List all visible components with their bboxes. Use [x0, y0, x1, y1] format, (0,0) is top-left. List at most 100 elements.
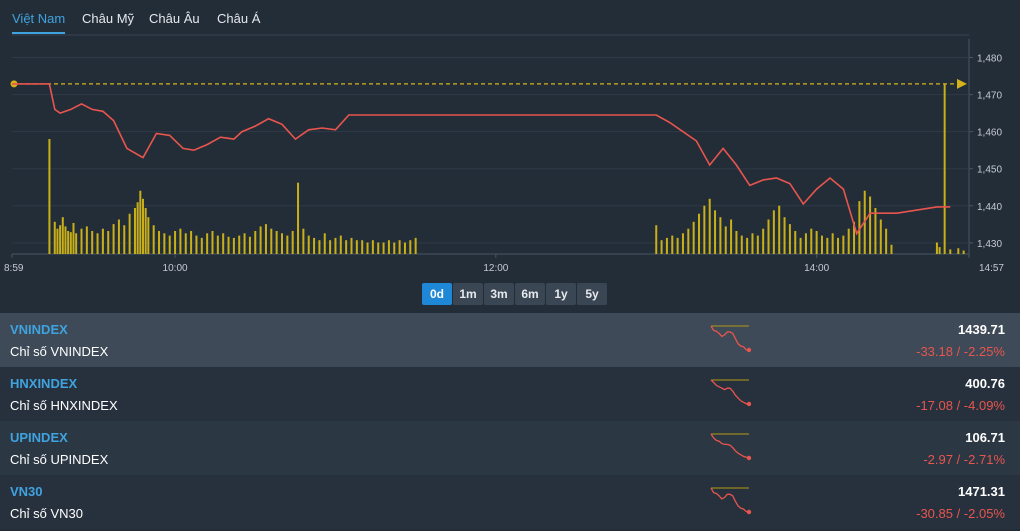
range-1m[interactable]: 1m — [453, 283, 483, 305]
volume-bar — [259, 226, 262, 254]
volume-bar — [48, 139, 51, 254]
sparkline-line — [710, 433, 750, 459]
volume-bar — [890, 244, 893, 254]
volume-bar — [794, 231, 797, 254]
x-tick-label: 10:00 — [163, 263, 188, 274]
range-3m[interactable]: 3m — [484, 283, 514, 305]
volume-bar — [414, 237, 417, 254]
volume-bar — [117, 219, 120, 254]
volume-bar — [200, 237, 203, 254]
volume-bar — [783, 217, 786, 254]
tab-chau-my[interactable]: Châu Mỹ — [82, 11, 135, 26]
tab-chau-au[interactable]: Châu Âu — [149, 11, 200, 26]
volume-bar — [788, 224, 791, 254]
volume-bar — [692, 221, 695, 254]
volume-bar — [248, 236, 251, 254]
y-tick-label: 1,440 — [977, 202, 1002, 213]
index-price: 400.76 — [965, 376, 1005, 391]
volume-bar — [139, 190, 142, 254]
volume-bar — [847, 228, 850, 254]
volume-bar — [302, 228, 305, 254]
x-tick-label: 14:57 — [979, 263, 1004, 274]
tab-chau-a[interactable]: Châu Á — [217, 11, 261, 26]
volume-bar — [334, 237, 337, 254]
index-symbol[interactable]: UPINDEX — [10, 430, 68, 445]
range-5y[interactable]: 5y — [577, 283, 607, 305]
intraday-chart: 1,480 1,470 1,460 1,450 1,440 1,430 8:59 10:00 1… — [0, 34, 1020, 280]
sparkline-line — [710, 379, 750, 405]
volume-bar — [371, 240, 374, 254]
index-row-vn30[interactable]: VN30 Chỉ số VN30 1471.31 -30.85 / -2.05% — [0, 475, 1020, 529]
volume-bar — [874, 208, 877, 254]
volume-bar — [107, 231, 110, 254]
x-tick-label: 14:00 — [804, 263, 829, 274]
index-symbol[interactable]: VNINDEX — [10, 322, 68, 337]
index-price: 1439.71 — [958, 322, 1005, 337]
volume-bar — [756, 235, 759, 254]
volume-bar-close — [943, 83, 946, 254]
volume-bar — [730, 219, 733, 254]
volume-bar — [804, 233, 807, 254]
range-0d[interactable]: 0d — [422, 283, 452, 305]
volume-bar — [751, 233, 754, 254]
index-row-hnxindex[interactable]: HNXINDEX Chỉ số HNXINDEX 400.76 -17.08 /… — [0, 367, 1020, 421]
y-tick-label: 1,430 — [977, 239, 1002, 250]
index-row-upindex[interactable]: UPINDEX Chỉ số UPINDEX 106.71 -2.97 / -2… — [0, 421, 1020, 475]
volume-bar — [698, 213, 701, 254]
volume-bar — [831, 233, 834, 254]
tab-viet-nam[interactable]: Việt Nam — [12, 12, 66, 34]
volume-bar — [810, 228, 813, 254]
volume-bar — [85, 226, 88, 254]
y-tick-label: 1,470 — [977, 91, 1002, 102]
reference-arrow-icon — [957, 78, 967, 89]
volume-bar — [837, 237, 840, 254]
x-tick-label: 8:59 — [4, 263, 24, 274]
index-price: 1471.31 — [958, 484, 1005, 499]
volume-bar — [216, 235, 219, 254]
volume-bar — [179, 228, 182, 254]
volume-bar — [714, 210, 717, 254]
volume-bar — [767, 219, 770, 254]
volume-bar — [147, 217, 150, 254]
volume-bar — [254, 231, 257, 254]
volume-bar — [275, 231, 278, 254]
range-1y[interactable]: 1y — [546, 283, 576, 305]
volume-bar — [687, 228, 690, 254]
volume-bar — [174, 231, 177, 254]
range-selector: 0d 1m 3m 6m 1y 5y — [422, 283, 608, 305]
sparkline — [710, 487, 752, 515]
volume-bar — [740, 235, 743, 254]
volume-bar — [243, 233, 246, 254]
volume-bar — [762, 228, 765, 254]
index-symbol[interactable]: VN30 — [10, 484, 43, 499]
volume-bar — [69, 232, 72, 254]
sparkline-line — [710, 487, 750, 513]
volume-bar — [222, 233, 225, 254]
volume-bar — [72, 222, 75, 254]
volume-bar — [660, 240, 663, 254]
sparkline — [710, 379, 752, 407]
volume-bar — [853, 221, 856, 254]
index-change: -33.18 / -2.25% — [916, 344, 1005, 359]
volume-bar — [64, 226, 67, 254]
index-symbol[interactable]: HNXINDEX — [10, 376, 78, 391]
sparkline-end-dot — [746, 347, 752, 353]
range-6m[interactable]: 6m — [515, 283, 545, 305]
volume-bar — [96, 233, 99, 254]
index-name: Chỉ số UPINDEX — [10, 452, 109, 467]
volume-bar — [799, 237, 802, 254]
volume-bar — [820, 235, 823, 254]
index-row-vnindex[interactable]: VNINDEX Chỉ số VNINDEX 1439.71 -33.18 / … — [0, 313, 1020, 367]
sparkline-end-dot — [746, 455, 752, 461]
volume-bar — [778, 205, 781, 254]
sparkline-end-dot — [746, 401, 752, 407]
volume-bar — [133, 208, 136, 254]
volume-bar — [719, 217, 722, 254]
index-name: Chỉ số VNINDEX — [10, 344, 109, 359]
sparkline — [710, 325, 752, 353]
index-change: -2.97 / -2.71% — [923, 452, 1005, 467]
volume-bar — [323, 233, 326, 254]
volume-bar — [112, 224, 115, 254]
volume-bar — [398, 240, 401, 254]
volume-bar — [885, 228, 888, 254]
